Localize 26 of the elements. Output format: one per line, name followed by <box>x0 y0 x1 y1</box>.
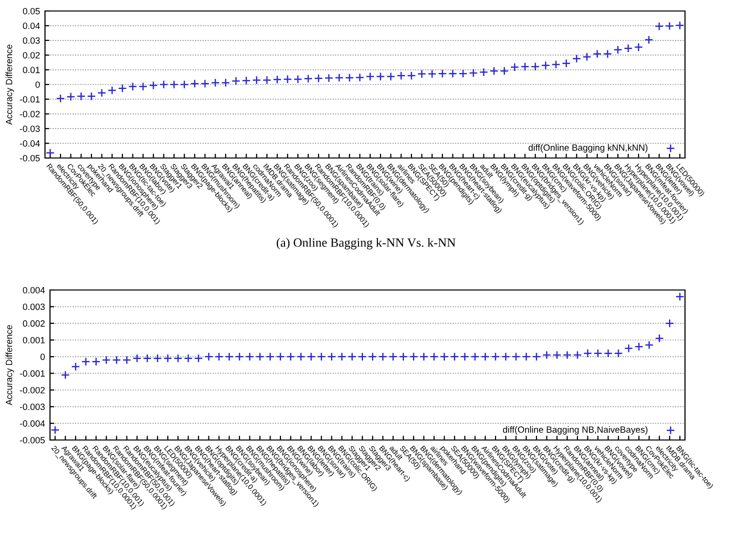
y-tick-label: -0.004 <box>20 420 45 427</box>
y-tick-label: -0.01 <box>20 96 40 103</box>
y-tick-label: 0.001 <box>22 336 45 344</box>
y-axis-title: Accuracy Difference <box>6 325 14 406</box>
y-tick-label: 0 <box>35 81 40 88</box>
y-tick-label: 0 <box>40 354 45 360</box>
y-tick-label: 0.04 <box>22 22 40 30</box>
y-tick-label: -0.02 <box>20 110 40 118</box>
y-axis-title: Accuracy Difference <box>6 44 14 125</box>
y-tick-label: -0.05 <box>20 154 40 162</box>
text: (a) Online Bagging k-NN Vs. k-NN <box>276 238 456 250</box>
legend-label: diff(Online Bagging NB,NaiveBayes) <box>503 426 648 435</box>
y-tick-label: -0.04 <box>20 140 40 147</box>
legend-label: diff(Online Bagging kNN,kNN) <box>528 144 648 153</box>
y-tick-label: -0.003 <box>20 404 45 410</box>
y-tick-label: 0.05 <box>22 8 40 14</box>
y-tick-label: -0.002 <box>20 386 45 394</box>
y-tick-label: 0.01 <box>22 66 40 74</box>
y-tick-label: 0.003 <box>22 304 45 310</box>
y-tick-label: 0.004 <box>22 286 45 294</box>
y-tick-label: -0.03 <box>20 126 40 132</box>
y-tick-label: 0.03 <box>22 37 40 44</box>
y-tick-label: 0.02 <box>22 52 40 58</box>
y-tick-label: -0.005 <box>20 436 45 444</box>
y-tick-label: -0.001 <box>20 370 45 377</box>
y-tick-label: 0.002 <box>22 320 45 327</box>
